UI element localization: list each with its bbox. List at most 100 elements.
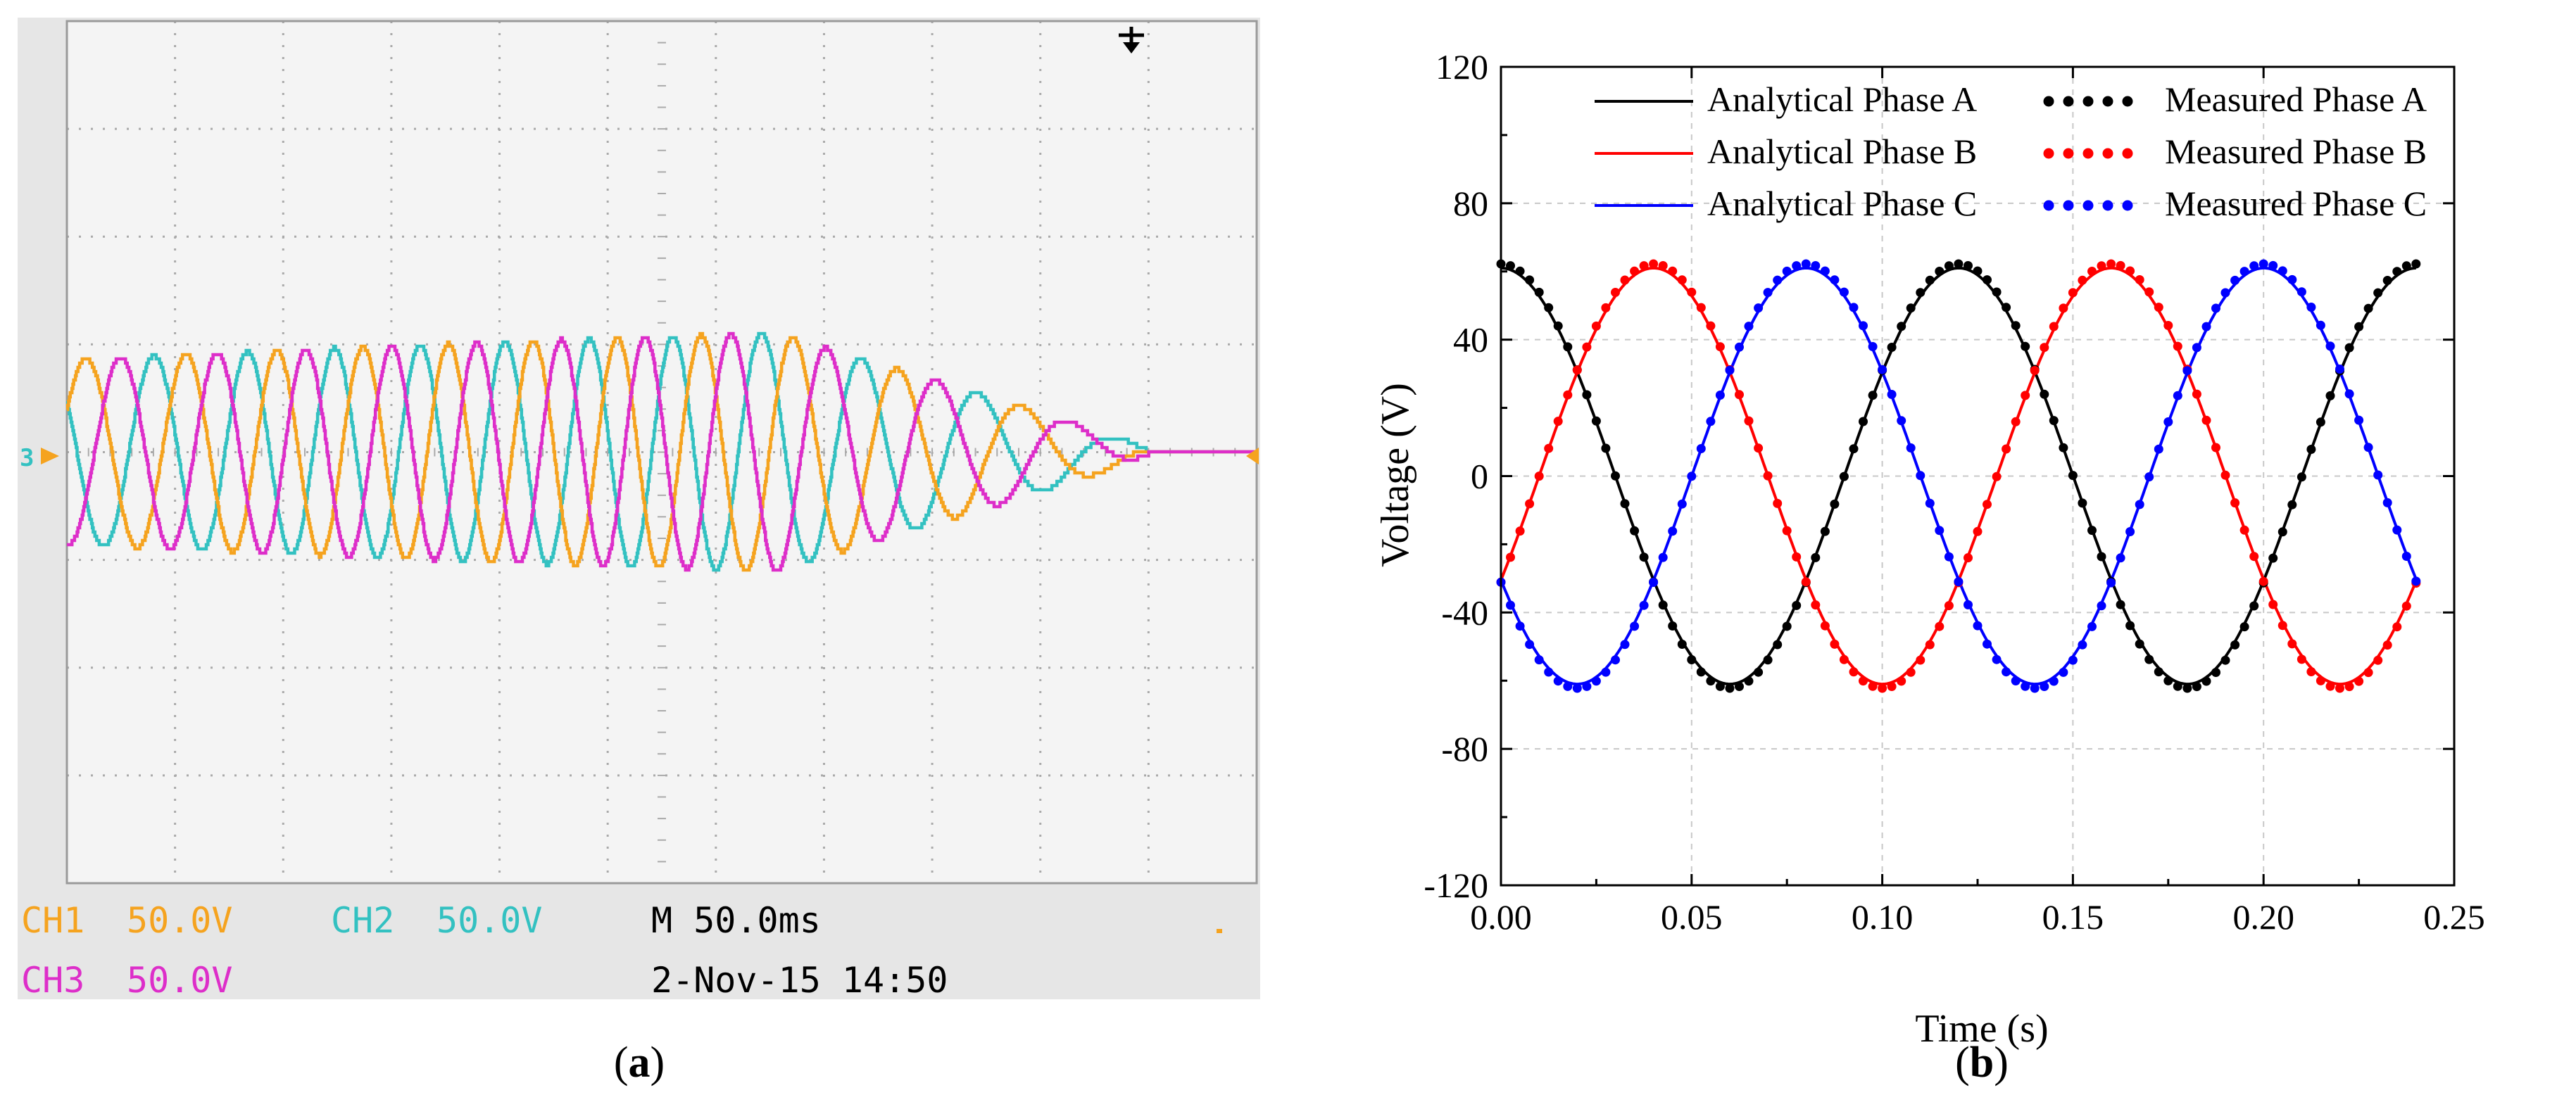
data-point — [2201, 322, 2211, 331]
data-point — [1792, 552, 1802, 562]
data-point — [2049, 676, 2059, 686]
data-point — [2297, 472, 2306, 482]
data-point — [2021, 391, 2030, 400]
data-point — [1992, 654, 2002, 664]
data-point — [2011, 321, 2021, 331]
data-point — [2182, 366, 2192, 376]
data-point — [1801, 577, 1811, 587]
data-point — [2363, 668, 2373, 678]
data-point — [1572, 683, 1582, 693]
legend-label: Analytical Phase A — [1707, 80, 1977, 119]
panel-a-caption-letter: a — [629, 1039, 651, 1087]
data-point — [2411, 259, 2421, 269]
data-point — [2154, 444, 2163, 454]
data-point — [2382, 640, 2392, 650]
data-point — [2401, 601, 2411, 611]
data-point — [2002, 444, 2011, 454]
data-point — [1696, 303, 1706, 312]
data-point — [1639, 261, 1649, 271]
data-point — [2344, 682, 2354, 692]
data-point — [2125, 266, 2135, 276]
data-point — [1925, 640, 1935, 650]
legend: Analytical Phase A Measured Phase A Analyt… — [1595, 80, 2427, 223]
data-point — [1687, 287, 1697, 297]
data-point — [2258, 576, 2268, 586]
data-point — [2173, 681, 2182, 691]
data-point — [1935, 526, 1944, 536]
data-point — [2306, 667, 2316, 676]
data-point — [2411, 576, 2421, 586]
data-point — [2078, 640, 2087, 650]
data-point — [1763, 655, 1773, 665]
data-point — [2021, 681, 2030, 691]
data-point — [1525, 499, 1535, 509]
date-readout: 2-Nov-15 14:50 — [651, 960, 948, 1001]
data-point — [2373, 288, 2383, 298]
data-point — [2230, 275, 2240, 285]
data-point — [2078, 275, 2087, 285]
data-point — [1964, 553, 1973, 563]
data-point — [2373, 655, 2383, 665]
data-point — [2363, 303, 2373, 313]
series-measured-phase-b — [1496, 259, 2421, 693]
data-point — [2220, 470, 2230, 480]
data-point — [1706, 417, 1716, 426]
data-point — [1820, 621, 1830, 631]
data-point — [2173, 341, 2182, 351]
data-point — [1964, 600, 1973, 609]
x-tick-label: 0.10 — [1852, 897, 1914, 937]
data-point — [1582, 681, 1592, 691]
series-measured-phase-c — [1496, 259, 2421, 693]
data-point — [1820, 266, 1830, 276]
status-dot — [1217, 929, 1222, 933]
data-point — [1611, 288, 1620, 297]
data-point — [1754, 667, 1764, 677]
trace-ch1 — [65, 331, 1257, 572]
panel-b-chart: 0.00 0.05 0.10 0.15 0.20 0.25 -120 -80 -40 0 40 80 1… — [1374, 47, 2485, 1087]
legend-dot-swatch — [2043, 96, 2133, 107]
data-point — [2192, 682, 2201, 692]
data-point — [1553, 676, 1563, 686]
data-point — [1754, 443, 1764, 453]
data-point — [1849, 444, 1859, 454]
data-point — [1897, 322, 1906, 331]
data-point — [2392, 622, 2402, 632]
data-point — [2040, 389, 2049, 399]
data-point — [1735, 342, 1744, 352]
trace-ch3 — [67, 331, 1257, 572]
axis-ticks: 0.00 0.05 0.10 0.15 0.20 0.25 -120 -80 -40 0 40 80 1… — [1424, 47, 2484, 937]
data-point — [1839, 654, 1849, 664]
ch3-label: CH3 — [21, 960, 84, 1001]
data-point — [1696, 444, 1706, 453]
data-point — [2277, 527, 2287, 537]
ground-level-marker: 3 — [20, 444, 59, 472]
data-point — [1878, 683, 1887, 693]
data-point — [1601, 303, 1611, 312]
data-point — [2154, 667, 2163, 677]
data-point — [2135, 500, 2144, 509]
ground-arrow-icon — [41, 448, 59, 464]
data-point — [1572, 365, 1582, 375]
data-point — [1887, 390, 1897, 399]
data-point — [2277, 621, 2287, 631]
scope-graticule — [66, 20, 1257, 884]
data-point — [2392, 525, 2402, 535]
data-point — [2011, 417, 2021, 426]
data-point — [2211, 668, 2220, 677]
ch3-scale: 50.0V — [127, 960, 233, 1001]
legend-label: Measured Phase C — [2165, 184, 2427, 223]
data-point — [1553, 417, 1563, 426]
data-point — [1983, 500, 1992, 509]
data-point — [1668, 526, 1678, 536]
data-point — [1544, 303, 1554, 312]
legend-dot-swatch — [2043, 148, 2133, 159]
y-tick-label: -40 — [1441, 593, 1488, 632]
data-point — [1782, 526, 1792, 536]
data-point — [1773, 498, 1783, 508]
data-point — [1630, 266, 1640, 276]
data-point — [1639, 552, 1649, 562]
data-point — [2059, 443, 2068, 452]
data-point — [2268, 600, 2278, 609]
data-point — [1687, 471, 1697, 481]
